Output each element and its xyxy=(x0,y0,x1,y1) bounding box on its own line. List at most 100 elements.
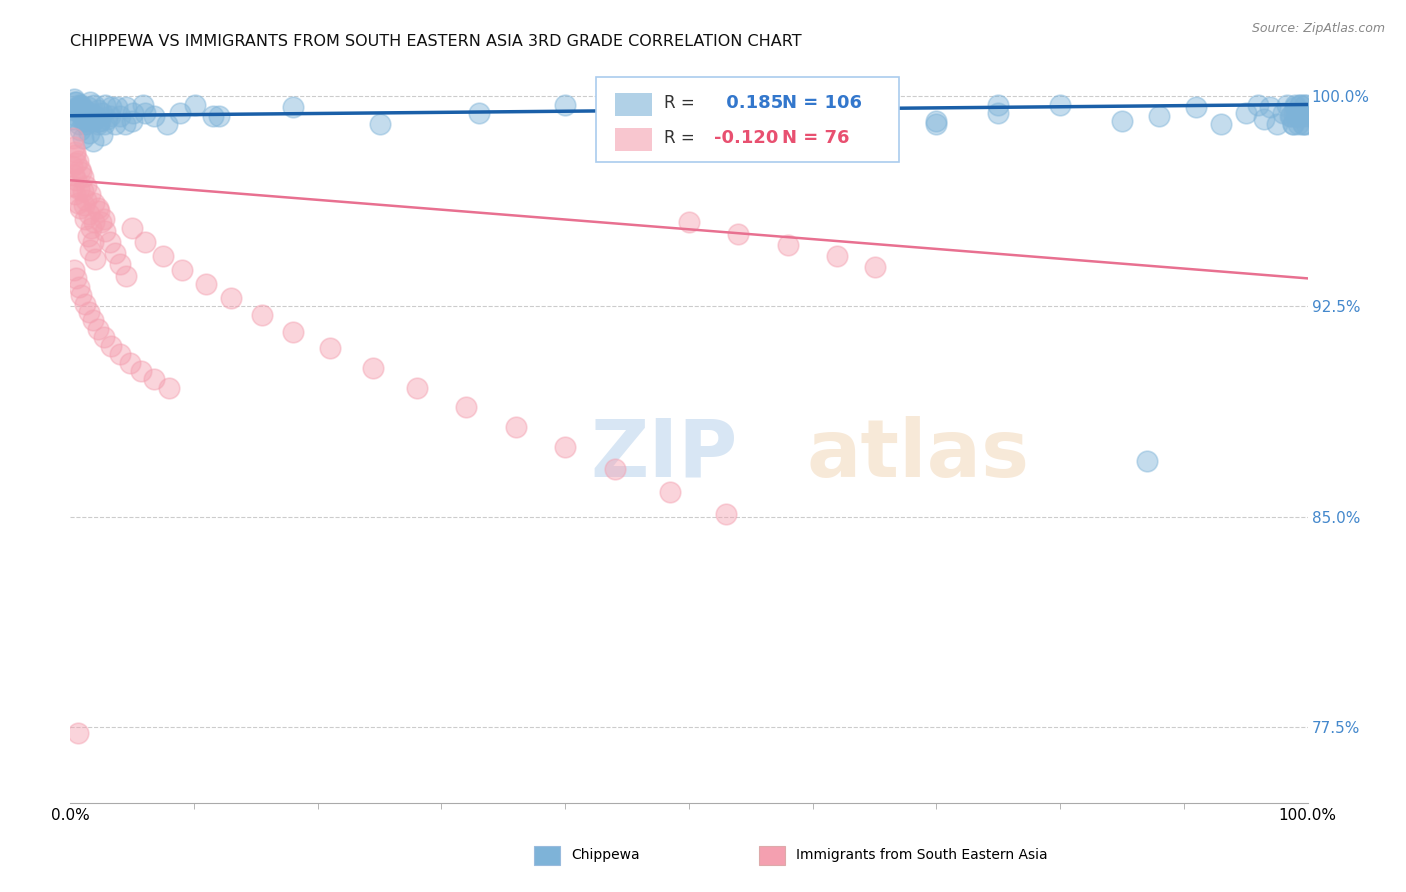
Point xyxy=(66,725,89,739)
Point xyxy=(65,145,87,160)
Point xyxy=(987,97,1010,112)
Point xyxy=(1253,112,1275,126)
Point xyxy=(65,109,87,123)
Point xyxy=(62,131,84,145)
Point xyxy=(505,420,527,434)
Point xyxy=(79,244,101,258)
Point xyxy=(169,106,191,120)
Point xyxy=(79,109,101,123)
Point xyxy=(83,112,105,126)
Point xyxy=(93,117,115,131)
Point xyxy=(69,161,91,176)
Point xyxy=(134,106,156,120)
Point xyxy=(65,95,87,109)
Point xyxy=(73,198,96,212)
Point xyxy=(69,201,91,215)
Point xyxy=(195,277,218,291)
Point xyxy=(70,100,93,114)
Point xyxy=(863,260,886,275)
Point xyxy=(69,106,91,120)
Point xyxy=(65,148,87,162)
Point xyxy=(94,97,117,112)
Point xyxy=(134,235,156,249)
Text: N = 106: N = 106 xyxy=(782,95,862,112)
Point xyxy=(121,220,143,235)
Point xyxy=(1289,97,1312,112)
Point xyxy=(66,100,89,114)
Point xyxy=(105,100,128,114)
Point xyxy=(76,100,98,114)
Point xyxy=(118,355,141,369)
Text: N = 76: N = 76 xyxy=(782,129,849,147)
Point xyxy=(1281,117,1303,131)
Point xyxy=(1291,109,1313,123)
Text: R =: R = xyxy=(664,95,695,112)
Point xyxy=(67,280,90,294)
Point xyxy=(456,401,478,415)
Point xyxy=(1209,117,1232,131)
Point xyxy=(1271,106,1294,120)
Point xyxy=(62,178,84,193)
Point xyxy=(1281,117,1303,131)
Point xyxy=(75,114,97,128)
Point xyxy=(70,97,93,112)
Point xyxy=(1286,109,1309,123)
Point xyxy=(82,313,104,327)
Point xyxy=(108,257,131,271)
Point xyxy=(82,235,104,249)
Point xyxy=(63,103,86,117)
Point xyxy=(104,117,127,131)
Point xyxy=(281,325,304,339)
Point xyxy=(1292,106,1315,120)
Point xyxy=(65,173,87,187)
Point xyxy=(82,114,104,128)
Point xyxy=(143,372,166,386)
Text: Chippewa: Chippewa xyxy=(571,848,640,863)
Point xyxy=(77,112,100,126)
Point xyxy=(115,100,138,114)
Point xyxy=(122,106,145,120)
Point xyxy=(1284,97,1306,112)
Point xyxy=(1294,97,1316,112)
Point xyxy=(652,97,675,112)
Text: CHIPPEWA VS IMMIGRANTS FROM SOUTH EASTERN ASIA 3RD GRADE CORRELATION CHART: CHIPPEWA VS IMMIGRANTS FROM SOUTH EASTER… xyxy=(70,34,801,49)
Text: R =: R = xyxy=(664,129,695,147)
Text: Source: ZipAtlas.com: Source: ZipAtlas.com xyxy=(1251,22,1385,36)
Point xyxy=(66,195,89,210)
Point xyxy=(129,364,152,378)
Point xyxy=(75,296,97,310)
Point xyxy=(87,114,110,128)
Point xyxy=(83,215,105,229)
FancyBboxPatch shape xyxy=(596,78,900,162)
Point xyxy=(75,212,97,227)
Point xyxy=(73,103,96,117)
Point xyxy=(170,263,193,277)
Point xyxy=(156,117,179,131)
Point xyxy=(863,106,886,120)
Point xyxy=(75,178,97,193)
Point xyxy=(75,193,97,207)
Point xyxy=(740,114,762,128)
Point xyxy=(1294,97,1316,112)
Point xyxy=(62,112,84,126)
Point xyxy=(987,106,1010,120)
Point xyxy=(77,207,100,221)
Point xyxy=(63,263,86,277)
Point xyxy=(60,159,83,173)
Text: -0.120: -0.120 xyxy=(714,129,778,147)
Point xyxy=(925,117,948,131)
Point xyxy=(363,361,385,376)
Point xyxy=(104,246,127,260)
Point xyxy=(827,249,849,263)
Point xyxy=(72,170,94,185)
Point xyxy=(98,109,121,123)
Point xyxy=(1136,453,1159,467)
Text: ZIP: ZIP xyxy=(591,416,737,494)
Point xyxy=(405,381,427,395)
Point xyxy=(1292,106,1315,120)
Point xyxy=(86,117,108,131)
Point xyxy=(96,112,118,126)
Point xyxy=(1279,109,1302,123)
Point xyxy=(65,187,87,202)
Point xyxy=(93,212,115,227)
